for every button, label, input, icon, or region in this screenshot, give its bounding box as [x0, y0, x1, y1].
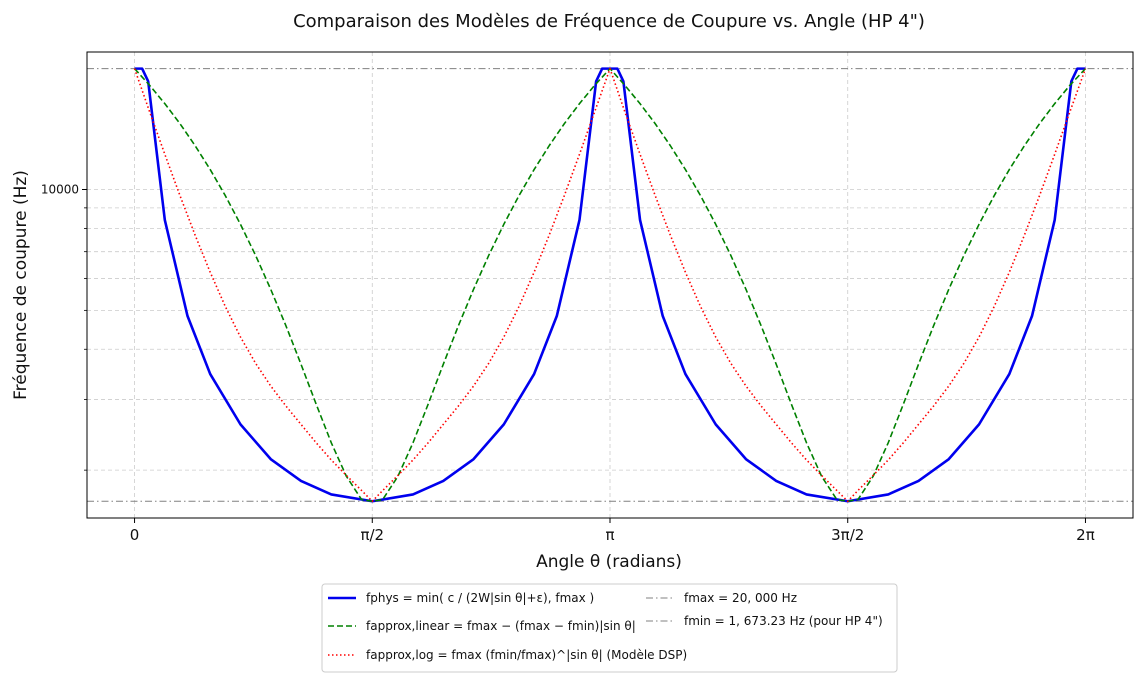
legend-label-1: fapprox,linear = fmax − (fmax − fmin)|si…: [366, 619, 636, 633]
x-tick-label: 2π: [1076, 526, 1095, 544]
legend-label-4: fmin = 1, 673.23 Hz (pour HP 4"): [684, 614, 883, 628]
x-tick-label: π/2: [360, 526, 384, 544]
x-axis-label: Angle θ (radians): [536, 552, 682, 572]
plot-series: [87, 67, 1133, 503]
series-line-2: [133, 67, 1087, 503]
chart-title: Comparaison des Modèles de Fréquence de …: [293, 11, 925, 32]
axis-ticks: 0 π/2 π 3π/2 2π 10000: [41, 182, 1095, 544]
y-axis-label: Fréquence de coupure (Hz): [11, 170, 31, 400]
x-tick-label: π: [605, 526, 614, 544]
legend-label-0: fphys = min( c / (2W|sin θ|+ε), fmax ): [366, 591, 594, 605]
y-tick-label: 10000: [41, 182, 79, 196]
legend-box: [321, 583, 898, 673]
legend: fphys = min( c / (2W|sin θ|+ε), fmax ) fa…: [321, 583, 898, 673]
x-tick-label: 0: [130, 526, 140, 544]
legend-label-3: fmax = 20, 000 Hz: [684, 591, 797, 605]
legend-label-2: fapprox,log = fmax (fmin/fmax)^|sin θ| (…: [366, 648, 687, 662]
grid-lines: [87, 52, 1133, 518]
x-tick-label: 3π/2: [831, 526, 864, 544]
